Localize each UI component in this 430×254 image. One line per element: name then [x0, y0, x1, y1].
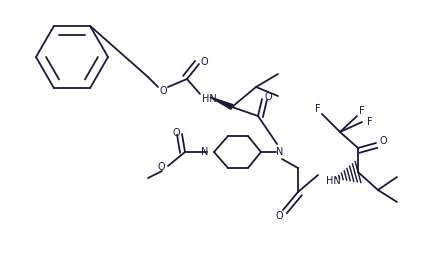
Text: O: O [157, 162, 164, 172]
Text: O: O [378, 136, 386, 146]
Text: O: O [264, 92, 271, 102]
Text: O: O [200, 57, 207, 67]
Text: F: F [358, 106, 364, 116]
Text: O: O [274, 211, 282, 221]
Text: HN: HN [202, 94, 216, 104]
Text: F: F [366, 117, 372, 127]
Text: N: N [276, 147, 283, 157]
Text: HN: HN [325, 176, 340, 186]
Text: O: O [172, 128, 179, 138]
Text: F: F [314, 104, 320, 114]
Polygon shape [209, 97, 233, 109]
Text: N: N [200, 147, 208, 157]
Text: O: O [159, 86, 166, 96]
